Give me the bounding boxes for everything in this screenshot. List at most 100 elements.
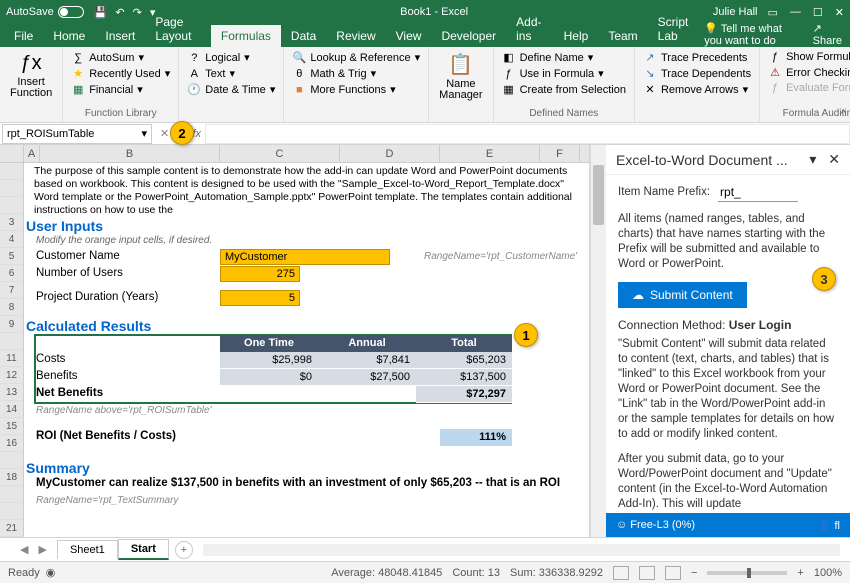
evaluate-formula-button[interactable]: ƒEvaluate Formula [766,81,850,95]
input-customer-name[interactable]: MyCustomer [220,249,390,265]
row-header[interactable] [0,197,24,214]
row-header[interactable]: 7 [0,282,24,299]
name-manager-button[interactable]: 📋 NameManager [435,50,486,103]
row-header[interactable]: 14 [0,401,24,418]
sheet-nav-prev[interactable]: ◀ [20,543,28,556]
more-functions-button[interactable]: ■More Functions ▾ [290,82,422,97]
insert-function-button[interactable]: ƒx InsertFunction [6,50,56,101]
horizontal-scrollbar[interactable] [203,544,840,556]
ribbon-options-icon[interactable]: ▭ [768,6,778,19]
row-header[interactable]: 11 [0,350,24,367]
save-icon[interactable]: 💾 [94,6,108,19]
sheet-tab-start[interactable]: Start [118,539,169,560]
tab-script-lab[interactable]: Script Lab [648,11,705,47]
row-header[interactable]: 5 [0,248,24,265]
row-header[interactable] [0,486,24,503]
zoom-slider[interactable] [707,571,787,575]
define-name-button[interactable]: ◧Define Name ▾ [500,50,628,65]
recently-used-button[interactable]: ★Recently Used ▾ [69,66,172,81]
tab-team[interactable]: Team [598,25,647,47]
tab-home[interactable]: Home [43,25,95,47]
undo-icon[interactable]: ↶ [115,6,124,19]
use-in-formula-button[interactable]: ƒUse in Formula ▾ [500,66,628,81]
tab-page-layout[interactable]: Page Layout [145,11,211,47]
vertical-scrollbar[interactable] [590,145,606,537]
tab-file[interactable]: File [4,25,43,47]
row-header[interactable]: 15 [0,418,24,435]
row-header[interactable]: 8 [0,299,24,316]
submit-content-button[interactable]: ☁ Submit Content [618,282,747,308]
collapse-ribbon-icon[interactable]: ^ [841,108,846,120]
col-header-a[interactable]: A [24,145,40,162]
worksheet[interactable]: A B C D E F 34567891112131415161821 The … [0,145,590,537]
person-icon[interactable]: 👤 [818,520,832,532]
tab-view[interactable]: View [386,25,432,47]
input-duration[interactable]: 5 [220,290,300,306]
error-checking-button[interactable]: ⚠Error Checking ▾ [766,65,850,80]
row-header[interactable] [0,163,24,180]
show-formulas-button[interactable]: ƒShow Formulas [766,50,850,64]
prefix-input[interactable] [718,183,798,202]
create-from-selection-button[interactable]: ▦Create from Selection [500,82,628,97]
taskpane-close-icon[interactable]: ✕ [828,151,840,167]
add-sheet-button[interactable]: + [175,541,193,559]
zoom-in-icon[interactable]: + [797,567,803,579]
formula-input[interactable] [205,124,850,144]
minimize-icon[interactable]: — [790,6,801,19]
name-box[interactable]: rpt_ROISumTable▾ [2,124,152,144]
tab-insert[interactable]: Insert [95,25,145,47]
view-page-break-icon[interactable] [665,566,681,580]
row-header[interactable] [0,452,24,469]
row-header[interactable] [0,180,24,197]
taskpane-menu-icon[interactable]: ▾ [809,151,816,167]
financial-button[interactable]: ▦Financial ▾ [69,82,172,97]
lookup-button[interactable]: 🔍Lookup & Reference ▾ [290,50,422,65]
col-header-b[interactable]: B [40,145,220,162]
col-header-d[interactable]: D [340,145,440,162]
cell-grid[interactable]: 34567891112131415161821 The purpose of t… [0,163,589,537]
row-header[interactable]: 16 [0,435,24,452]
cancel-formula-icon[interactable]: ✕ [160,127,169,140]
zoom-level[interactable]: 100% [814,567,842,579]
row-header[interactable]: 13 [0,384,24,401]
row-header[interactable]: 21 [0,520,24,537]
tell-me[interactable]: 💡 Tell me what you want to do [704,22,802,47]
remove-arrows-button[interactable]: ✕Remove Arrows ▾ [641,82,753,97]
logical-button[interactable]: ?Logical ▾ [185,50,277,65]
chevron-down-icon[interactable]: ▾ [141,127,147,140]
share-button[interactable]: ↗ Share [813,22,842,47]
col-header-e[interactable]: E [440,145,540,162]
sheet-tab-sheet1[interactable]: Sheet1 [57,540,118,559]
row-header[interactable] [0,503,24,520]
trace-dependents-button[interactable]: ↘Trace Dependents [641,66,753,81]
row-header[interactable]: 9 [0,316,24,333]
close-icon[interactable]: ✕ [835,6,844,19]
math-trig-button[interactable]: θMath & Trig ▾ [290,66,422,81]
sheet-nav-next[interactable]: ▶ [38,543,46,556]
trace-precedents-button[interactable]: ↗Trace Precedents [641,50,753,65]
zoom-out-icon[interactable]: − [691,567,697,579]
macro-record-icon[interactable]: ◉ [46,566,56,579]
date-time-button[interactable]: 🕐Date & Time ▾ [185,82,277,97]
row-header[interactable] [0,333,24,350]
col-header-f[interactable]: F [540,145,580,162]
autosum-button[interactable]: ∑AutoSum ▾ [69,50,172,65]
smiley-icon[interactable]: ☺ [616,519,627,531]
select-all-button[interactable] [0,145,24,162]
user-name[interactable]: Julie Hall [713,6,758,18]
tab-data[interactable]: Data [281,25,326,47]
tab-review[interactable]: Review [326,25,385,47]
row-header[interactable]: 6 [0,265,24,282]
maximize-icon[interactable]: ☐ [813,6,823,19]
autosave-toggle[interactable]: AutoSave [6,6,84,18]
col-header-c[interactable]: C [220,145,340,162]
view-normal-icon[interactable] [613,566,629,580]
row-header[interactable]: 12 [0,367,24,384]
input-num-users[interactable]: 275 [220,266,300,282]
tab-help[interactable]: Help [554,25,599,47]
view-page-layout-icon[interactable] [639,566,655,580]
text-button[interactable]: AText ▾ [185,66,277,81]
tab-developer[interactable]: Developer [431,25,506,47]
tab-formulas[interactable]: Formulas [211,25,281,47]
row-header[interactable]: 3 [0,214,24,231]
